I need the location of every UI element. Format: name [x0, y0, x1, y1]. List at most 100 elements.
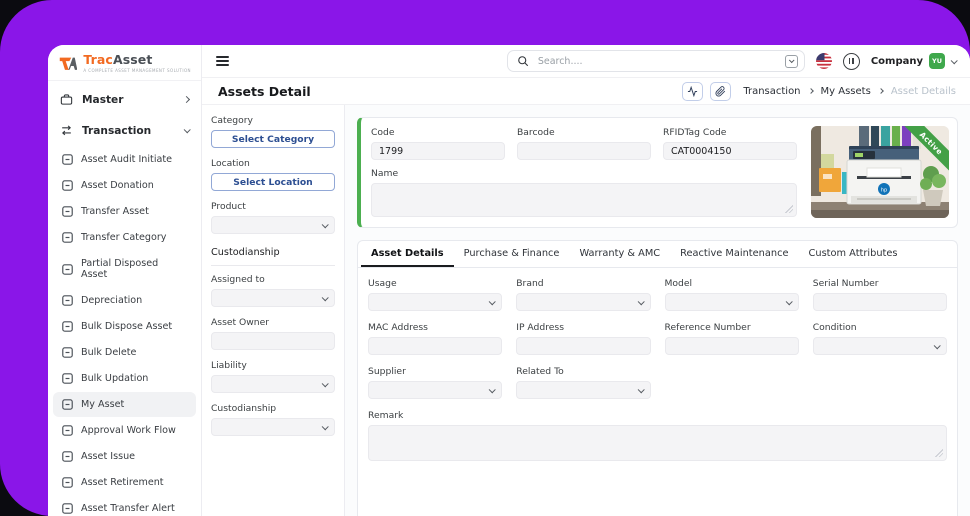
remark-label: Remark: [368, 410, 404, 421]
sidebar-item-label: Asset Issue: [81, 451, 136, 463]
chevron-down-icon: [789, 57, 795, 64]
name-textarea[interactable]: [371, 183, 797, 217]
serial-number-field: Serial Number: [812, 278, 947, 311]
activity-button[interactable]: [682, 81, 704, 101]
remark-field: Remark: [368, 410, 947, 461]
tab-warranty-amc[interactable]: Warranty & AMC: [579, 248, 661, 259]
summary-field-grid: Code Barcode RFIDTag Code: [371, 127, 797, 160]
chevron-down-icon: [637, 385, 645, 393]
sidebar-item-master[interactable]: Master: [48, 84, 201, 115]
sidebar-item-label: My Asset: [81, 399, 125, 411]
related-to-select[interactable]: [516, 381, 651, 399]
help-icon[interactable]: [842, 52, 860, 70]
ip-address-input[interactable]: [516, 337, 651, 355]
sidebar-item-transfer-category[interactable]: Transfer Category: [53, 225, 196, 250]
supplier-select[interactable]: [368, 381, 503, 399]
mac-address-input[interactable]: [368, 337, 503, 355]
tab-reactive-maintenance[interactable]: Reactive Maintenance: [680, 248, 789, 259]
product-label: Product: [211, 201, 246, 212]
paperclip-icon: [715, 85, 726, 97]
select-location-button[interactable]: Select Location: [211, 173, 335, 191]
form-row-3: Supplier Related To: [368, 366, 947, 399]
menu-toggle-icon[interactable]: [216, 60, 229, 62]
asset-owner-input[interactable]: [211, 332, 335, 350]
code-input[interactable]: [371, 142, 505, 160]
tab-asset-details[interactable]: Asset Details: [361, 241, 454, 267]
sidebar-item-my-asset[interactable]: My Asset: [53, 392, 196, 418]
content-area: Category Select Category Location Select…: [202, 105, 970, 516]
related-to-label: Related To: [516, 366, 564, 377]
sidebar-item-approval-work-flow[interactable]: Approval Work Flow: [53, 418, 196, 443]
select-category-button[interactable]: Select Category: [211, 130, 335, 148]
sidebar-item-label: Transaction: [82, 124, 152, 137]
product-select[interactable]: [211, 216, 335, 234]
sidebar-item-transfer-asset[interactable]: Transfer Asset: [53, 199, 196, 224]
serial-number-input[interactable]: [812, 293, 947, 311]
barcode-input[interactable]: [517, 142, 651, 160]
breadcrumb-transaction[interactable]: Transaction: [743, 85, 801, 97]
sidebar-item-asset-issue[interactable]: Asset Issue: [53, 444, 196, 469]
chevron-down-icon: [321, 379, 329, 387]
rfidtag-input[interactable]: [663, 142, 797, 160]
usage-label: Usage: [368, 278, 397, 289]
search-shortcut-icon[interactable]: [784, 54, 798, 68]
remark-textarea[interactable]: [368, 425, 947, 461]
company-label: Company: [870, 55, 923, 67]
mac-address-field: MAC Address: [368, 322, 503, 355]
asset-summary-card: Code Barcode RFIDTag Code: [357, 117, 958, 228]
tab-purchase-finance[interactable]: Purchase & Finance: [463, 248, 560, 259]
assigned-to-select[interactable]: [211, 289, 335, 307]
condition-select[interactable]: [812, 337, 947, 355]
sidebar-item-label: Partial Disposed Asset: [81, 258, 159, 281]
sidebar-item-depreciation[interactable]: Depreciation: [53, 288, 196, 313]
sidebar-item-asset-transfer-alert[interactable]: Asset Transfer Alert: [53, 496, 196, 516]
reference-number-input[interactable]: [664, 337, 799, 355]
sidebar-item-bulk-updation[interactable]: Bulk Updation: [53, 366, 196, 391]
chevron-down-icon: [321, 422, 329, 430]
search-box[interactable]: [506, 50, 805, 72]
search-input[interactable]: [535, 54, 778, 68]
brand-select[interactable]: [516, 293, 651, 311]
chevron-right-icon: [182, 96, 191, 104]
condition-label: Condition: [812, 322, 857, 333]
chevron-down-icon: [488, 297, 496, 305]
sidebar-item-asset-donation[interactable]: Asset Donation: [53, 173, 196, 198]
sidebar-item-bulk-dispose-asset[interactable]: Bulk Dispose Asset: [53, 314, 196, 339]
ip-address-field: IP Address: [516, 322, 651, 355]
location-label: Location: [211, 158, 250, 169]
model-select[interactable]: [664, 293, 799, 311]
rfidtag-label: RFIDTag Code: [663, 127, 727, 138]
sidebar-item-label: Asset Transfer Alert: [81, 503, 175, 515]
attachment-button[interactable]: [710, 81, 732, 101]
serial-number-label: Serial Number: [812, 278, 879, 289]
chevron-down-icon: [933, 341, 941, 349]
printer-photo-illustration: hp: [811, 126, 949, 218]
asset-detail-card: Asset Details Purchase & Finance Warrant…: [357, 240, 958, 516]
liability-select[interactable]: [211, 375, 335, 393]
sidebar-item-label: Bulk Updation: [81, 373, 149, 385]
chevron-down-icon: [488, 385, 496, 393]
chevron-down-icon: [637, 297, 645, 305]
supplier-label: Supplier: [368, 366, 406, 377]
sidebar-item-asset-retirement[interactable]: Asset Retirement: [53, 470, 196, 495]
custodianship-select[interactable]: [211, 418, 335, 436]
square-minus-icon: [62, 206, 73, 217]
sidebar-item-bulk-delete[interactable]: Bulk Delete: [53, 340, 196, 365]
square-minus-icon: [62, 425, 73, 436]
form-row-1-2: Usage Brand Model: [368, 278, 947, 355]
sidebar-item-label: Asset Audit Initiate: [81, 154, 173, 166]
usage-select[interactable]: [368, 293, 503, 311]
tab-custom-attributes[interactable]: Custom Attributes: [808, 248, 898, 259]
sidebar-item-transaction[interactable]: Transaction: [48, 115, 201, 146]
company-menu[interactable]: Company YU: [870, 53, 958, 69]
language-flag-icon[interactable]: [815, 53, 832, 69]
sidebar-item-partial-disposed-asset[interactable]: Partial Disposed Asset: [53, 251, 196, 287]
page-header-right: Transaction My Assets Asset Details: [682, 81, 956, 101]
breadcrumb-my-assets[interactable]: My Assets: [820, 85, 871, 97]
brand-name-prefix: Trac: [83, 52, 113, 67]
sidebar: TracAsset A COMPLETE ASSET MANAGEMENT SO…: [48, 45, 202, 516]
name-label: Name: [371, 168, 399, 179]
sidebar-item-asset-audit-initiate[interactable]: Asset Audit Initiate: [53, 147, 196, 172]
reference-number-label: Reference Number: [664, 322, 751, 333]
